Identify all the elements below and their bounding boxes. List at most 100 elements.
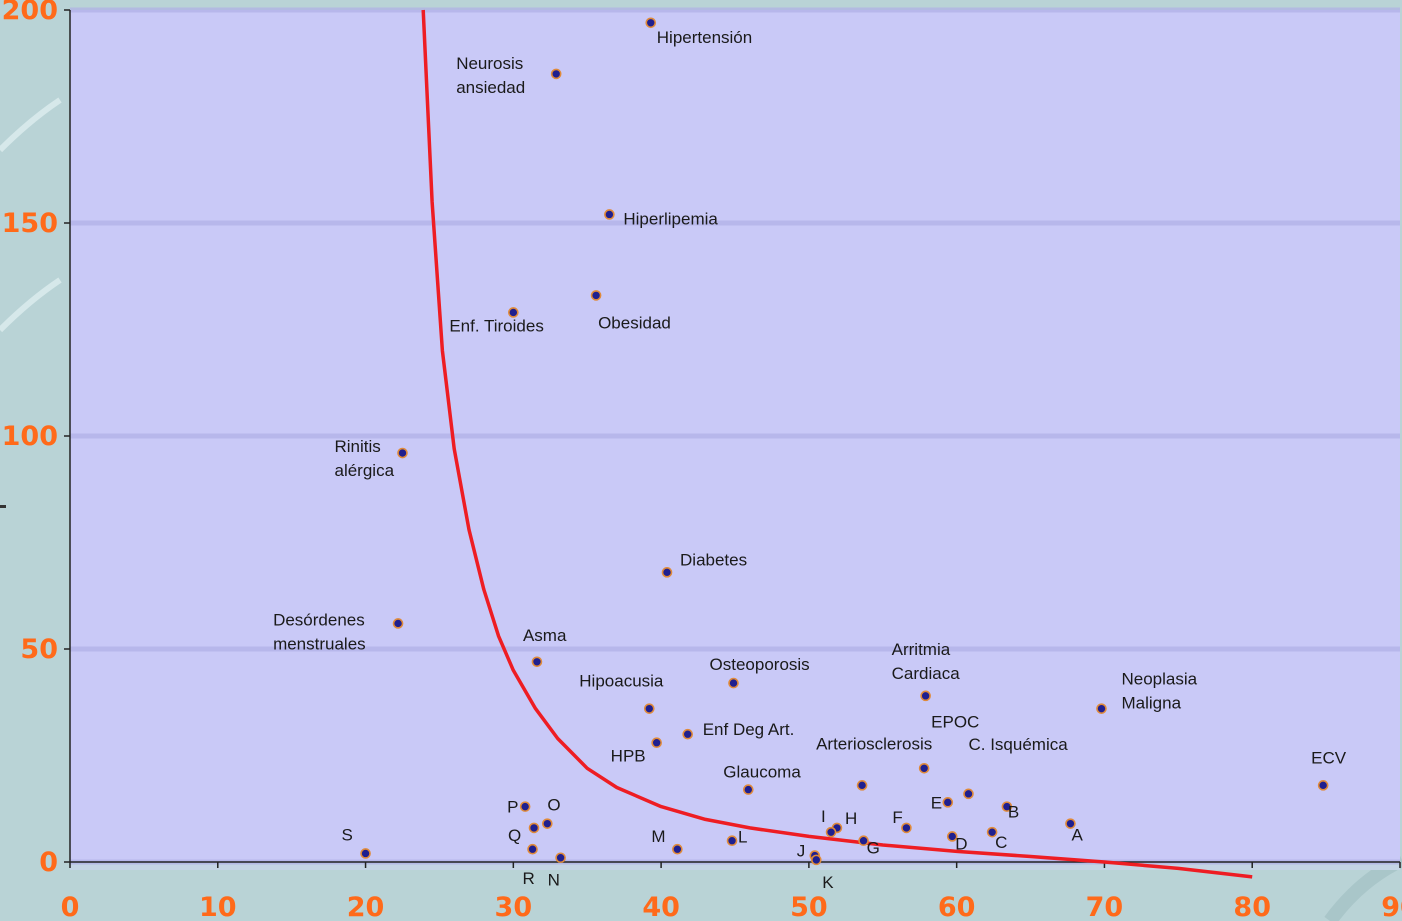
point-label: E bbox=[931, 793, 942, 812]
data-points bbox=[360, 17, 1329, 866]
point-label-line: menstruales bbox=[273, 634, 366, 653]
y-tick-label: 150 bbox=[2, 208, 58, 239]
point-label: C bbox=[995, 833, 1007, 852]
data-point bbox=[651, 737, 662, 749]
x-tick-label: 90 bbox=[1381, 892, 1402, 921]
point-label-line: S bbox=[342, 825, 353, 844]
point-label-line: Q bbox=[508, 826, 521, 845]
data-point bbox=[1001, 801, 1013, 812]
point-label: Neurosis ansiedad bbox=[456, 54, 525, 97]
data-point bbox=[1065, 818, 1076, 829]
point-label-line: M bbox=[651, 827, 665, 846]
point-label-line: Rinitis bbox=[335, 437, 381, 456]
point-label-line: Osteoporosis bbox=[710, 655, 810, 674]
point-label: M bbox=[651, 827, 665, 846]
y-tick-label: 200 bbox=[2, 0, 58, 26]
data-point bbox=[590, 290, 602, 301]
data-point bbox=[810, 854, 822, 866]
point-label: A bbox=[1071, 826, 1083, 845]
point-labels: Hipertensión Neurosis ansiedad Hiperlipemia… bbox=[273, 28, 1347, 892]
point-label-line: alérgica bbox=[335, 461, 395, 480]
point-label: ECV bbox=[1311, 748, 1347, 767]
point-label-line: Diabetes bbox=[680, 550, 747, 569]
point-label-line: P bbox=[507, 798, 518, 817]
point-label-line: Obesidad bbox=[598, 313, 671, 332]
x-tick-label: 80 bbox=[1233, 892, 1271, 921]
point-label: Asma bbox=[523, 626, 567, 645]
data-point bbox=[672, 843, 683, 855]
point-label-line: E bbox=[931, 793, 942, 812]
point-label-line: R bbox=[523, 869, 535, 888]
data-point bbox=[392, 618, 404, 629]
point-label: P bbox=[507, 798, 518, 817]
point-label: C. Isquémica bbox=[968, 735, 1068, 754]
point-label-line: O bbox=[547, 796, 560, 815]
point-label: N bbox=[548, 871, 560, 890]
point-label-line: A bbox=[1071, 826, 1083, 845]
point-label: Hiperlipemia bbox=[623, 209, 718, 228]
point-label-line: F bbox=[892, 808, 902, 827]
data-point bbox=[397, 447, 408, 459]
point-label-line: Enf Deg Art. bbox=[703, 720, 795, 739]
point-label-line: C. Isquémica bbox=[968, 735, 1068, 754]
point-label-line: I bbox=[821, 807, 826, 826]
data-point bbox=[528, 822, 540, 834]
point-label: Hipertensión bbox=[657, 28, 752, 47]
x-tick-label: 70 bbox=[1086, 892, 1124, 921]
data-point bbox=[519, 801, 531, 812]
data-point bbox=[527, 843, 538, 855]
point-label: Osteoporosis bbox=[710, 655, 810, 674]
point-label: Neoplasia Maligna bbox=[1121, 670, 1197, 713]
point-label-line: B bbox=[1008, 803, 1019, 822]
point-label-line: ECV bbox=[1311, 748, 1347, 767]
x-tick-label: 0 bbox=[61, 892, 80, 921]
point-label: D bbox=[955, 834, 967, 853]
data-point bbox=[550, 68, 562, 80]
point-label-line: Arteriosclerosis bbox=[816, 734, 932, 753]
point-label-line: Arritmia bbox=[892, 640, 951, 659]
point-label-line: Neoplasia bbox=[1121, 670, 1197, 689]
point-label-line: G bbox=[867, 839, 880, 858]
data-point bbox=[508, 307, 519, 318]
point-label-line: N bbox=[548, 871, 560, 890]
point-label: H bbox=[845, 809, 857, 828]
point-label: Desórdenes menstruales bbox=[273, 610, 366, 653]
point-label: Hipoacusia bbox=[579, 672, 664, 691]
x-tick-label: 60 bbox=[938, 892, 976, 921]
data-point bbox=[920, 690, 931, 702]
data-point bbox=[1317, 780, 1329, 791]
y-tick-label: 100 bbox=[2, 421, 58, 452]
data-point bbox=[825, 826, 837, 838]
point-label-line: Hiperlipemia bbox=[623, 209, 718, 228]
data-point bbox=[901, 822, 912, 834]
point-label: Obesidad bbox=[598, 313, 671, 332]
data-point bbox=[986, 826, 998, 838]
y-tick-label: 0 bbox=[39, 847, 58, 878]
data-point bbox=[604, 209, 615, 220]
x-tick-label: 30 bbox=[495, 892, 533, 921]
point-label: EPOC bbox=[931, 712, 979, 731]
data-point bbox=[918, 762, 930, 774]
data-point bbox=[726, 835, 738, 847]
data-point bbox=[555, 852, 566, 864]
axes bbox=[64, 9, 1401, 868]
data-point bbox=[963, 788, 974, 800]
x-tick-label: 10 bbox=[199, 892, 237, 921]
point-label-line: Asma bbox=[523, 626, 567, 645]
point-label-line: Glaucoma bbox=[723, 763, 801, 782]
point-label-line: Desórdenes bbox=[273, 610, 365, 629]
point-label-line: C bbox=[995, 833, 1007, 852]
point-label: Diabetes bbox=[680, 550, 747, 569]
data-point bbox=[856, 780, 868, 791]
point-label: Arritmia Cardiaca bbox=[892, 640, 961, 683]
data-point bbox=[742, 784, 754, 795]
point-label: K bbox=[822, 873, 834, 892]
point-label-line: EPOC bbox=[931, 712, 979, 731]
data-point bbox=[728, 677, 739, 689]
data-point bbox=[360, 848, 371, 859]
point-label-line: Enf. Tiroides bbox=[449, 316, 544, 335]
data-point bbox=[942, 797, 954, 808]
point-label-line: Neurosis bbox=[456, 54, 523, 73]
point-label: HPB bbox=[611, 747, 646, 766]
data-point bbox=[661, 567, 673, 578]
